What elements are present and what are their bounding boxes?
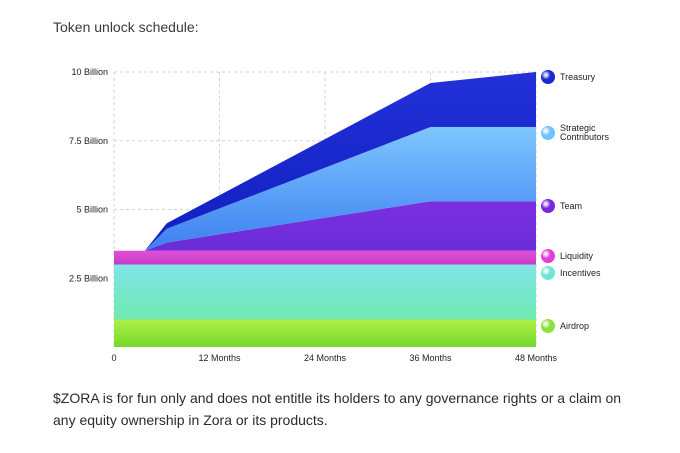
- y-tick-label: 2.5 Billion: [69, 273, 108, 283]
- legend-swatch-incentives: [541, 266, 555, 280]
- area-team: [144, 201, 537, 251]
- area-series: [114, 72, 537, 347]
- legend-label-treasury: Treasury: [560, 72, 596, 82]
- legend: Treasury Strategic Contributors Team Liquidi…: [541, 70, 610, 333]
- area-strategic-contributors: [144, 127, 537, 251]
- x-tick-label: 48 Months: [515, 353, 558, 363]
- x-tick-label: 24 Months: [304, 353, 347, 363]
- x-tick-label: 0: [111, 353, 116, 363]
- chart-heading: Token unlock schedule:: [53, 19, 199, 35]
- legend-label-airdrop: Airdrop: [560, 321, 589, 331]
- disclaimer-text: $ZORA is for fun only and does not entit…: [53, 390, 622, 428]
- y-tick-label: 5 Billion: [76, 205, 108, 215]
- legend-swatch-liquidity: [541, 249, 555, 263]
- area-airdrop: [114, 319, 536, 347]
- x-tick-label: 36 Months: [409, 353, 452, 363]
- legend-label-strategic-contributors: Strategic Contributors: [560, 123, 610, 142]
- y-tick-label: 7.5 Billion: [69, 136, 108, 146]
- legend-label-team: Team: [560, 201, 582, 211]
- legend-swatch-strategic-contributors: [541, 126, 555, 140]
- area-incentives: [114, 264, 536, 320]
- area-liquidity: [114, 250, 536, 265]
- area-treasury: [144, 72, 537, 251]
- y-tick-label: 10 Billion: [71, 67, 108, 77]
- token-unlock-chart: 0 12 Months 24 Months 36 Months 48 Months 2.5…: [69, 67, 610, 363]
- x-tick-label: 12 Months: [198, 353, 241, 363]
- legend-swatch-treasury: [541, 70, 555, 84]
- legend-swatch-team: [541, 199, 555, 213]
- axis-labels: 0 12 Months 24 Months 36 Months 48 Months 2.5…: [69, 67, 558, 363]
- legend-label-incentives: Incentives: [560, 268, 601, 278]
- legend-label-liquidity: Liquidity: [560, 251, 594, 261]
- legend-swatch-airdrop: [541, 319, 555, 333]
